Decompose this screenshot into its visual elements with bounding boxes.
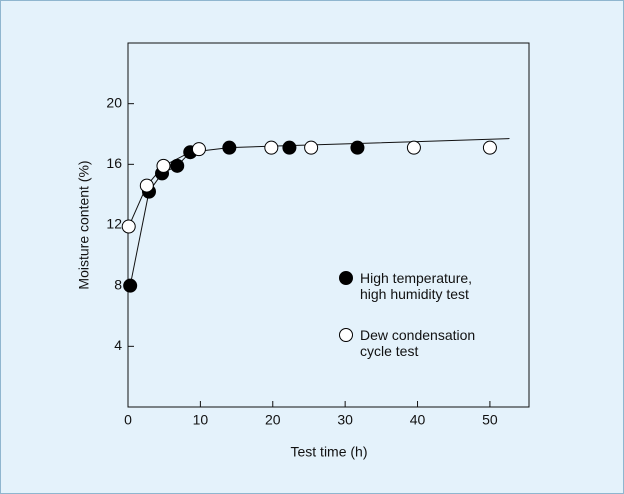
y-tick-label: 8 [114,276,122,292]
legend-label: High temperature, high humidity test [360,270,473,302]
x-tick-label: 10 [193,412,209,428]
legend-marker [339,328,353,342]
fit-line [129,138,510,286]
marker [282,140,297,155]
marker [350,140,365,155]
marker [123,278,138,293]
y-axis-label: Moisture content (%) [76,160,92,289]
x-axis-label: Test time (h) [290,444,367,460]
legend-marker [339,271,353,285]
marker [482,140,497,155]
marker [304,140,319,155]
x-tick-label: 20 [265,412,281,428]
y-tick-label: 4 [114,337,122,353]
marker [222,140,237,155]
y-tick-label: 16 [106,155,122,171]
marker [191,142,206,157]
marker [139,178,154,193]
marker [170,158,185,173]
x-tick-label: 0 [124,412,132,428]
marker [121,219,136,234]
x-tick-label: 50 [482,412,498,428]
y-tick-label: 20 [106,94,122,110]
marker [264,140,279,155]
marker [406,140,421,155]
y-tick-label: 12 [106,216,122,232]
x-tick-label: 40 [410,412,426,428]
legend-label: Dew condensation cycle test [360,327,476,359]
x-tick-label: 30 [337,412,353,428]
marker [156,158,171,173]
